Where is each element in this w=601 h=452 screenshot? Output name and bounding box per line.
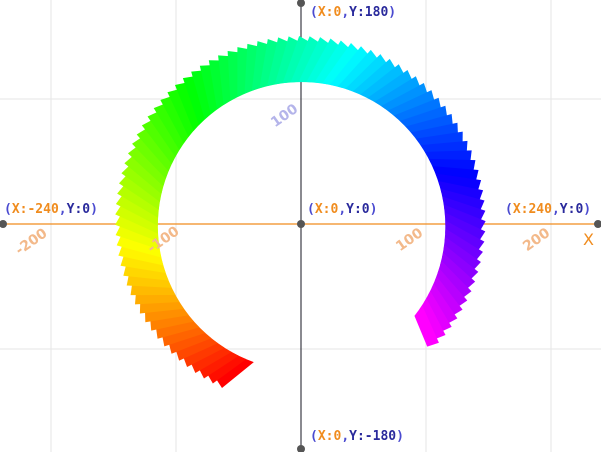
rainbow-ring-drawing [115, 36, 486, 388]
ring-stroke [282, 36, 311, 84]
ring-stroke [115, 213, 159, 242]
ring-stroke [387, 90, 435, 119]
ring-stroke [360, 64, 405, 101]
ring-stroke [182, 340, 225, 368]
ring-stroke [175, 335, 218, 361]
ring-stroke [374, 76, 421, 109]
ring-stroke [199, 65, 221, 115]
ring-stroke [115, 203, 159, 234]
ring-stroke [127, 145, 168, 187]
ring-stroke [330, 46, 370, 88]
ring-stroke [153, 103, 187, 150]
ring-stroke [314, 40, 351, 85]
ring-stroke [437, 260, 472, 299]
ring-stroke [438, 181, 484, 202]
ring-stroke [435, 173, 482, 193]
ring-stroke [441, 244, 479, 281]
ring-stroke [414, 305, 439, 347]
ring-stroke [274, 36, 300, 85]
ring-stroke [198, 349, 239, 379]
ring-stroke [444, 212, 486, 242]
ring-stroke [443, 236, 481, 272]
ring-stroke [345, 54, 388, 94]
ring-stroke [352, 58, 397, 97]
ring-stroke [115, 193, 159, 226]
ring-stroke [434, 268, 468, 308]
ring-stroke [124, 155, 165, 195]
ring-stroke [168, 329, 212, 354]
ring-stroke [206, 353, 247, 384]
center-point-dot [297, 220, 305, 228]
ring-stroke [215, 357, 254, 388]
x-axis-letter: X [583, 230, 594, 249]
left-coordinate-label: (X:-240,Y:0) [4, 202, 98, 217]
ring-stroke [393, 97, 442, 125]
ring-stroke [182, 76, 209, 125]
center-coordinate-label: (X:0,Y:0) [307, 202, 378, 217]
ring-stroke [298, 37, 331, 83]
right-point-dot [594, 220, 601, 228]
ring-stroke [337, 49, 379, 91]
ring-stroke [161, 323, 206, 347]
bottom-point-dot [297, 445, 305, 452]
ring-stroke [190, 345, 232, 373]
top-coordinate-label: (X:0,Y:180) [310, 5, 397, 20]
ring-stroke [174, 82, 203, 131]
ring-stroke [155, 317, 200, 339]
ring-stroke [116, 233, 162, 258]
ring-stroke [423, 291, 452, 333]
ring-stroke [439, 252, 476, 290]
ring-stroke [431, 276, 463, 317]
ring-stroke [118, 174, 161, 210]
ring-stroke [440, 188, 485, 212]
ring-stroke [367, 69, 413, 105]
ring-stroke [117, 183, 160, 218]
ring-stroke [399, 105, 448, 131]
ring-stroke [167, 88, 197, 137]
ring-stroke [115, 223, 160, 250]
left-point-dot [0, 220, 7, 228]
ring-stroke [442, 196, 486, 222]
ring-stroke [121, 164, 163, 202]
ring-stroke [322, 43, 360, 86]
ring-stroke [132, 136, 171, 179]
ring-stroke [147, 111, 182, 157]
ring-stroke [118, 243, 164, 266]
ring-stroke [445, 220, 485, 252]
ring-stroke [259, 38, 280, 89]
ring-stroke [267, 37, 290, 87]
ring-stroke [160, 96, 192, 144]
right-coordinate-label: (X:240,Y:0) [505, 202, 592, 217]
ring-stroke [427, 283, 458, 325]
top-point-dot [297, 0, 305, 7]
ring-stroke [251, 41, 270, 91]
ring-stroke [141, 119, 178, 164]
ring-stroke [191, 70, 215, 120]
bottom-coordinate-label: (X:0,Y:-180) [310, 429, 404, 444]
ring-stroke [306, 38, 341, 84]
ring-stroke [381, 83, 428, 114]
ring-stroke [120, 253, 166, 273]
ring-stroke [444, 228, 483, 262]
ring-stroke [136, 127, 174, 172]
ring-stroke [290, 36, 321, 83]
ring-stroke [405, 114, 453, 137]
ring-stroke [419, 298, 446, 340]
ring-stroke [443, 204, 486, 232]
